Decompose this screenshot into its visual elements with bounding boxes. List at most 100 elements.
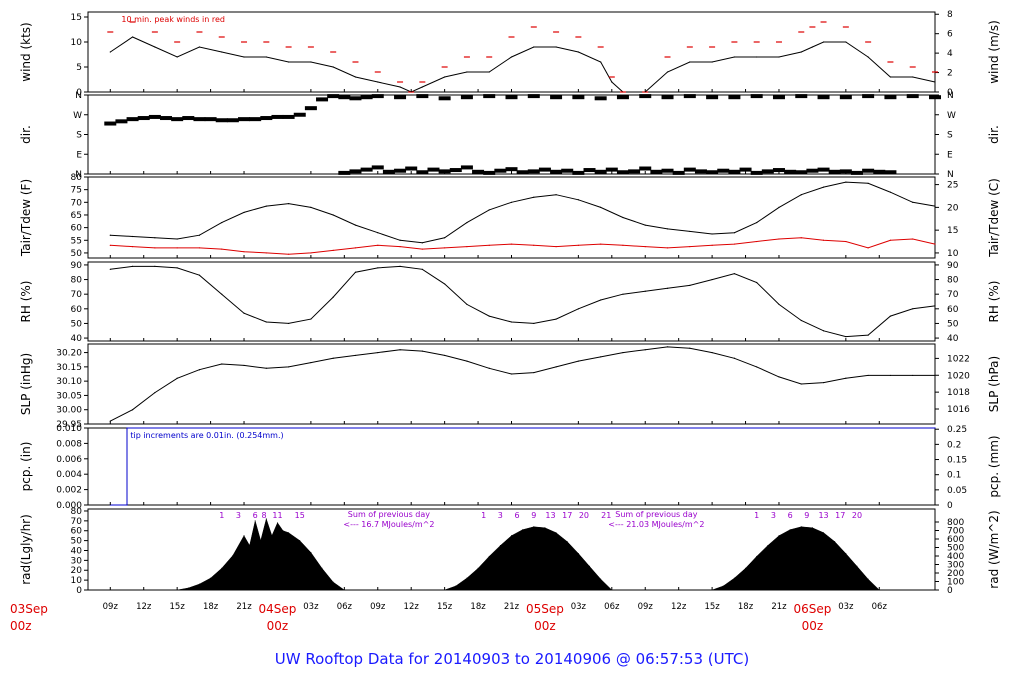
rh-point — [822, 330, 825, 332]
temp-point — [555, 194, 557, 196]
x-day-label: 06Sep — [793, 602, 831, 616]
temp-ylabel-right: Tair/Tdew (C) — [987, 178, 1001, 258]
rh-point — [198, 274, 201, 276]
dir-ytick-label: E — [76, 150, 82, 160]
radiation-point — [566, 541, 568, 543]
temp-point — [800, 237, 802, 239]
dir-ytick-label: N — [75, 170, 82, 180]
radiation-hour-marker: 21 — [601, 511, 611, 520]
radiation-point — [778, 535, 780, 537]
temp-ylabel: Tair/Tdew (F) — [19, 179, 33, 257]
wind-point — [611, 81, 613, 83]
direction-point — [527, 169, 540, 174]
slp-point — [421, 350, 423, 352]
temp-point — [488, 209, 490, 211]
direction-point — [115, 119, 128, 124]
radiation-point — [221, 567, 223, 569]
radiation-point — [789, 529, 791, 531]
direction-point — [728, 169, 741, 174]
x-hour-label: 15z — [170, 602, 186, 612]
direction-point — [683, 94, 696, 99]
dir-rtick-label: N — [947, 170, 954, 180]
rh-point — [510, 321, 513, 323]
pcp-rtick-label: 0.05 — [947, 486, 967, 496]
temp-point — [510, 201, 513, 203]
direction-point — [761, 169, 774, 174]
radiation-point — [856, 565, 858, 567]
rh-point — [622, 293, 624, 295]
slp-rtick-label: 1022 — [947, 354, 970, 364]
wind-point — [733, 56, 735, 58]
wind-point — [711, 61, 713, 63]
temp-point — [176, 247, 178, 249]
radiation-annotation: Sum of previous day — [348, 510, 430, 519]
direction-point — [516, 170, 529, 175]
radiation-area — [110, 518, 935, 591]
wind-point — [310, 61, 312, 63]
radiation-point — [800, 526, 802, 528]
x-day-sub: 00z — [534, 619, 556, 633]
direction-point — [260, 116, 273, 121]
wind-point — [354, 76, 357, 78]
radiation-point — [834, 541, 836, 543]
rh-point — [644, 290, 646, 292]
rh-point — [221, 293, 223, 295]
pcp-rtick-label: 0.2 — [947, 440, 961, 450]
temp-point — [756, 240, 758, 243]
x-hour-label: 12z — [671, 602, 687, 612]
temp-point — [733, 232, 735, 234]
x-day-sub: 00z — [267, 619, 289, 633]
wind-point — [822, 41, 825, 43]
direction-point — [360, 167, 373, 172]
slp-point — [488, 367, 490, 369]
temp-point — [600, 206, 602, 208]
temp-point — [377, 244, 379, 246]
x-hour-label: 21z — [236, 602, 252, 612]
radiation-point — [332, 581, 334, 583]
wind-ytick-label: 5 — [76, 63, 82, 73]
slp-rtick-label: 1020 — [947, 371, 970, 381]
x-hour-label: 15z — [437, 602, 453, 612]
pcp-point — [126, 504, 128, 506]
radiation-point — [477, 567, 479, 569]
rh-point — [867, 334, 869, 336]
direction-point — [550, 95, 563, 100]
direction-point — [884, 95, 897, 100]
slp-ytick-label: 30.05 — [56, 391, 82, 401]
x-hour-label: 09z — [103, 602, 119, 612]
slp-rtick-label: 1016 — [947, 405, 970, 415]
wind-point — [466, 71, 468, 73]
direction-point — [416, 94, 429, 99]
wind-point — [510, 56, 513, 58]
rh-point — [444, 283, 446, 285]
radiation-hour-marker: 15 — [295, 511, 305, 520]
wind-point — [811, 46, 814, 48]
slp-point — [822, 381, 825, 384]
slp-point — [778, 376, 780, 378]
wind-point — [154, 46, 156, 48]
x-hour-label: 03z — [303, 602, 319, 612]
temp-point — [265, 252, 267, 254]
x-hour-label: 06z — [872, 602, 888, 612]
direction-point — [160, 116, 173, 121]
panel-slp: 29.95 30.00 30.05 30.10 30.15 30.20 1016 1018 10… — [19, 343, 1001, 430]
temp-point — [711, 233, 713, 235]
x-hour-label: 03z — [838, 602, 854, 612]
radiation-point — [823, 532, 825, 534]
x-day-label: 04Sep — [259, 602, 297, 616]
wind-point — [377, 81, 379, 83]
rh-point — [934, 305, 936, 307]
radiation-point — [210, 577, 212, 579]
direction-point — [193, 117, 206, 122]
temp-point — [332, 249, 334, 252]
radiation-point — [276, 522, 278, 524]
slp-point — [131, 409, 134, 411]
temp-point — [444, 237, 446, 239]
temp-point — [912, 238, 914, 240]
direction-point — [839, 95, 852, 100]
direction-point — [349, 169, 362, 174]
temp-rtick-label: 25 — [947, 181, 958, 191]
radiation-point — [488, 555, 490, 557]
radiation-point — [745, 567, 747, 569]
